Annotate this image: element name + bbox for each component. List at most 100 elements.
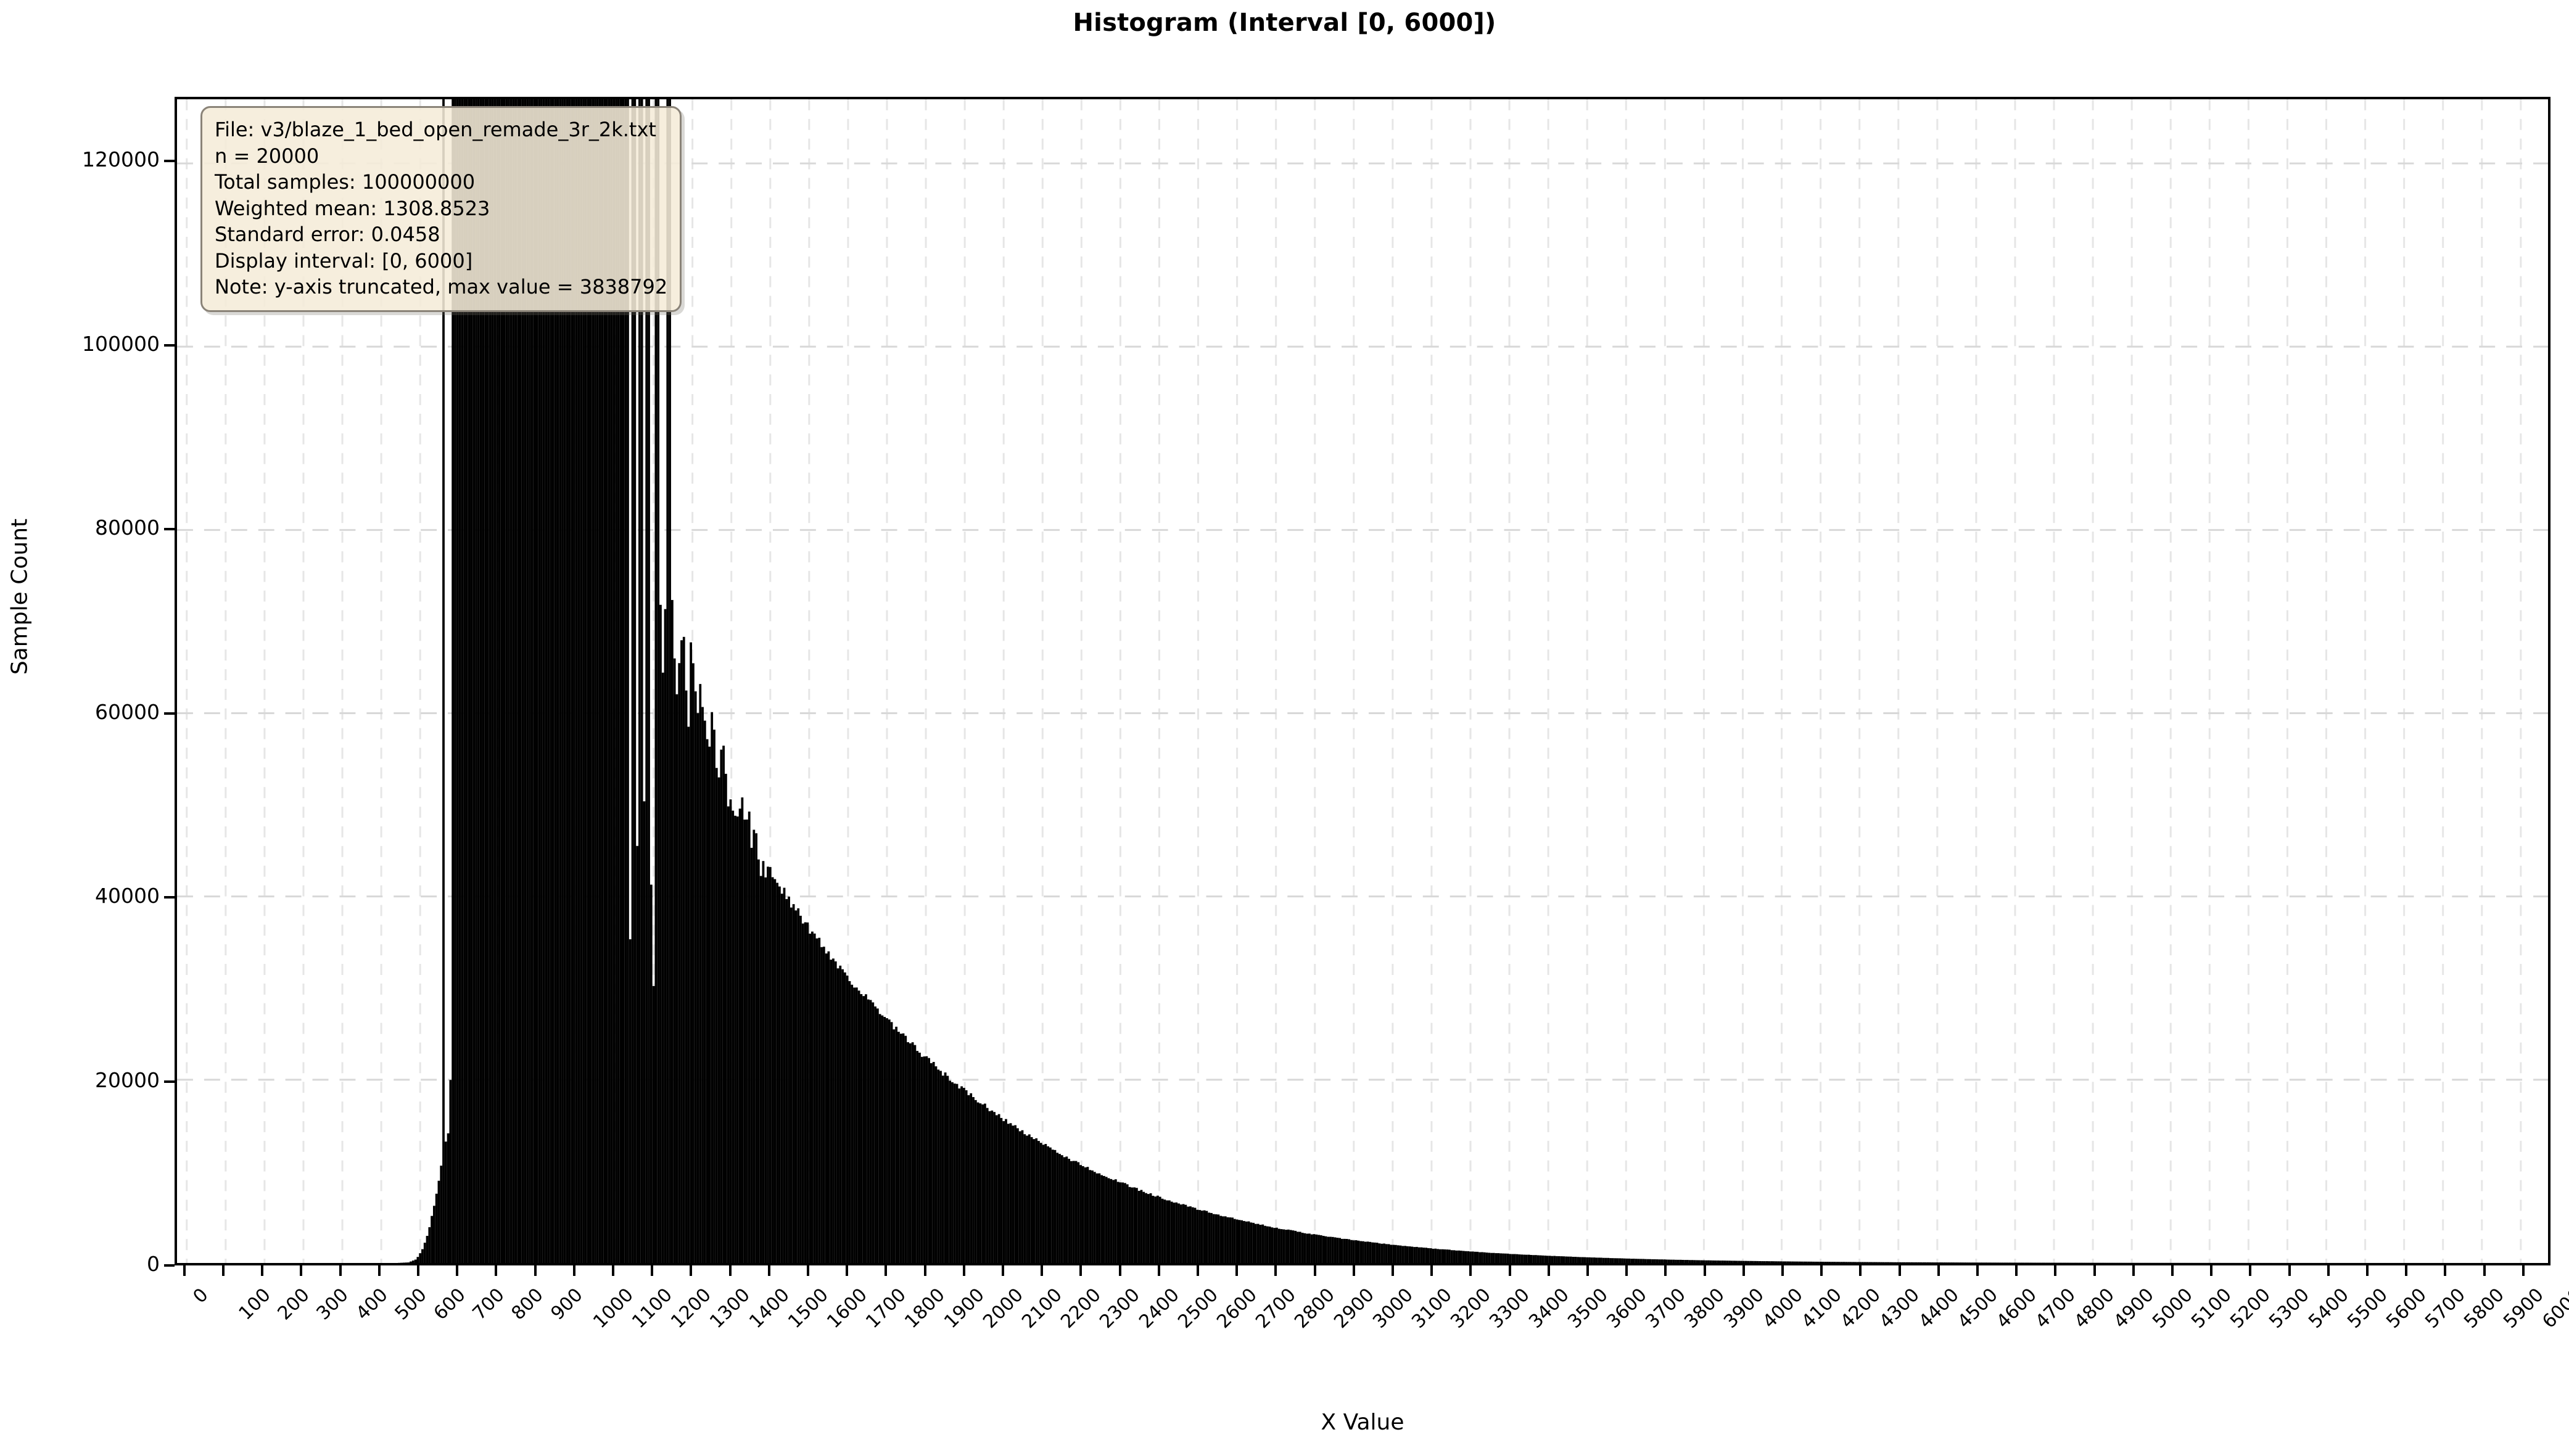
x-tick-mark bbox=[885, 1265, 888, 1276]
y-tick-label: 20000 bbox=[95, 1067, 160, 1092]
x-tick-mark bbox=[1001, 1265, 1004, 1276]
x-tick-label: 3500 bbox=[1563, 1284, 1612, 1333]
x-tick-mark bbox=[1196, 1265, 1199, 1276]
x-tick-label: 1900 bbox=[939, 1284, 989, 1333]
x-tick-label: 900 bbox=[546, 1284, 587, 1325]
plot-area bbox=[175, 97, 2550, 1265]
x-tick-mark bbox=[377, 1265, 381, 1276]
x-tick-mark bbox=[728, 1265, 732, 1276]
x-tick-label: 2000 bbox=[978, 1284, 1028, 1333]
x-tick-mark bbox=[1976, 1265, 1979, 1276]
x-tick-label: 2500 bbox=[1173, 1284, 1223, 1333]
x-tick-label: 3700 bbox=[1641, 1284, 1691, 1333]
x-tick-label: 2200 bbox=[1057, 1284, 1106, 1333]
x-tick-label: 2400 bbox=[1134, 1284, 1184, 1333]
x-tick-mark bbox=[572, 1265, 575, 1276]
x-tick-label: 4500 bbox=[1953, 1284, 2002, 1333]
x-tick-label: 1400 bbox=[744, 1284, 794, 1333]
x-tick-mark bbox=[416, 1265, 419, 1276]
x-tick-label: 3600 bbox=[1602, 1284, 1651, 1333]
y-tick-mark bbox=[164, 160, 175, 163]
x-tick-mark bbox=[962, 1265, 965, 1276]
x-tick-label: 0 bbox=[189, 1284, 213, 1308]
x-tick-label: 4700 bbox=[2031, 1284, 2080, 1333]
x-tick-label: 1700 bbox=[862, 1284, 911, 1333]
y-tick-label: 120000 bbox=[82, 147, 160, 172]
x-tick-mark bbox=[339, 1265, 342, 1276]
x-tick-mark bbox=[1742, 1265, 1745, 1276]
x-tick-mark bbox=[1820, 1265, 1823, 1276]
x-tick-mark bbox=[846, 1265, 849, 1276]
x-tick-mark bbox=[1586, 1265, 1589, 1276]
x-tick-label: 500 bbox=[390, 1284, 431, 1325]
x-tick-label: 3000 bbox=[1368, 1284, 1417, 1333]
x-tick-mark bbox=[1703, 1265, 1706, 1276]
x-tick-mark bbox=[1079, 1265, 1082, 1276]
x-tick-label: 1800 bbox=[901, 1284, 950, 1333]
y-tick-mark bbox=[164, 896, 175, 899]
x-tick-label: 3900 bbox=[1719, 1284, 1768, 1333]
x-tick-mark bbox=[1664, 1265, 1667, 1276]
x-tick-label: 1000 bbox=[588, 1284, 638, 1333]
x-tick-mark bbox=[2365, 1265, 2369, 1276]
x-axis-label: X Value bbox=[1321, 1410, 1404, 1435]
x-tick-label: 600 bbox=[429, 1284, 470, 1325]
x-tick-label: 2600 bbox=[1213, 1284, 1261, 1333]
x-tick-label: 2100 bbox=[1018, 1284, 1066, 1333]
x-tick-mark bbox=[1625, 1265, 1628, 1276]
x-tick-label: 100 bbox=[234, 1284, 275, 1325]
x-tick-label: 3800 bbox=[1680, 1284, 1730, 1333]
info-line-2: Total samples: 100000000 bbox=[215, 170, 476, 194]
y-tick-mark bbox=[164, 528, 175, 531]
x-tick-label: 400 bbox=[352, 1284, 392, 1325]
y-axis-label: Sample Count bbox=[7, 518, 33, 675]
y-tick-label: 60000 bbox=[95, 699, 160, 724]
x-tick-label: 4600 bbox=[1992, 1284, 2041, 1333]
x-tick-label: 200 bbox=[273, 1284, 314, 1325]
y-tick-label: 40000 bbox=[95, 884, 160, 908]
info-line-1: n = 20000 bbox=[215, 144, 320, 168]
x-tick-label: 4100 bbox=[1797, 1284, 1846, 1333]
y-tick-mark bbox=[164, 343, 175, 347]
x-tick-mark bbox=[1430, 1265, 1433, 1276]
x-tick-mark bbox=[806, 1265, 809, 1276]
x-tick-mark bbox=[2249, 1265, 2252, 1276]
x-tick-label: 5500 bbox=[2343, 1284, 2392, 1333]
x-tick-mark bbox=[221, 1265, 225, 1276]
x-tick-mark bbox=[300, 1265, 303, 1276]
y-axis-ticks: 0 20000 40000 60000 80000 100000 120000 bbox=[0, 97, 175, 1276]
x-tick-label: 2800 bbox=[1290, 1284, 1340, 1333]
x-tick-mark bbox=[2132, 1265, 2135, 1276]
x-tick-label: 4900 bbox=[2109, 1284, 2158, 1333]
x-tick-mark bbox=[1547, 1265, 1550, 1276]
x-tick-mark bbox=[1352, 1265, 1355, 1276]
x-tick-label: 3100 bbox=[1408, 1284, 1456, 1333]
x-tick-mark bbox=[1469, 1265, 1472, 1276]
x-tick-mark bbox=[2054, 1265, 2057, 1276]
x-tick-label: 300 bbox=[312, 1284, 353, 1325]
info-line-0: File: v3/blaze_1_bed_open_remade_3r_2k.t… bbox=[215, 118, 656, 141]
x-tick-mark bbox=[1235, 1265, 1239, 1276]
x-tick-label: 5800 bbox=[2460, 1284, 2509, 1333]
x-tick-label: 4400 bbox=[1914, 1284, 1963, 1333]
x-tick-label: 2900 bbox=[1329, 1284, 1379, 1333]
x-tick-mark bbox=[2171, 1265, 2174, 1276]
x-tick-label: 4000 bbox=[1758, 1284, 1807, 1333]
x-tick-mark bbox=[2015, 1265, 2018, 1276]
x-tick-label: 1200 bbox=[667, 1284, 716, 1333]
x-tick-mark bbox=[1508, 1265, 1511, 1276]
x-tick-label: 2300 bbox=[1095, 1284, 1145, 1333]
x-tick-mark bbox=[2483, 1265, 2486, 1276]
x-tick-mark bbox=[1041, 1265, 1044, 1276]
x-tick-mark bbox=[1898, 1265, 1901, 1276]
x-tick-mark bbox=[1781, 1265, 1784, 1276]
x-axis-ticks: 0 100 200 300 400 500 600 700 800 900 1000 1100 1200… bbox=[175, 1265, 2569, 1450]
x-tick-label: 5400 bbox=[2304, 1284, 2353, 1333]
x-tick-mark bbox=[767, 1265, 770, 1276]
y-tick-label: 80000 bbox=[95, 516, 160, 540]
x-tick-label: 1600 bbox=[823, 1284, 872, 1333]
x-tick-label: 800 bbox=[507, 1284, 548, 1325]
info-line-3: Weighted mean: 1308.8523 bbox=[215, 196, 490, 220]
x-tick-label: 4300 bbox=[1875, 1284, 1924, 1333]
